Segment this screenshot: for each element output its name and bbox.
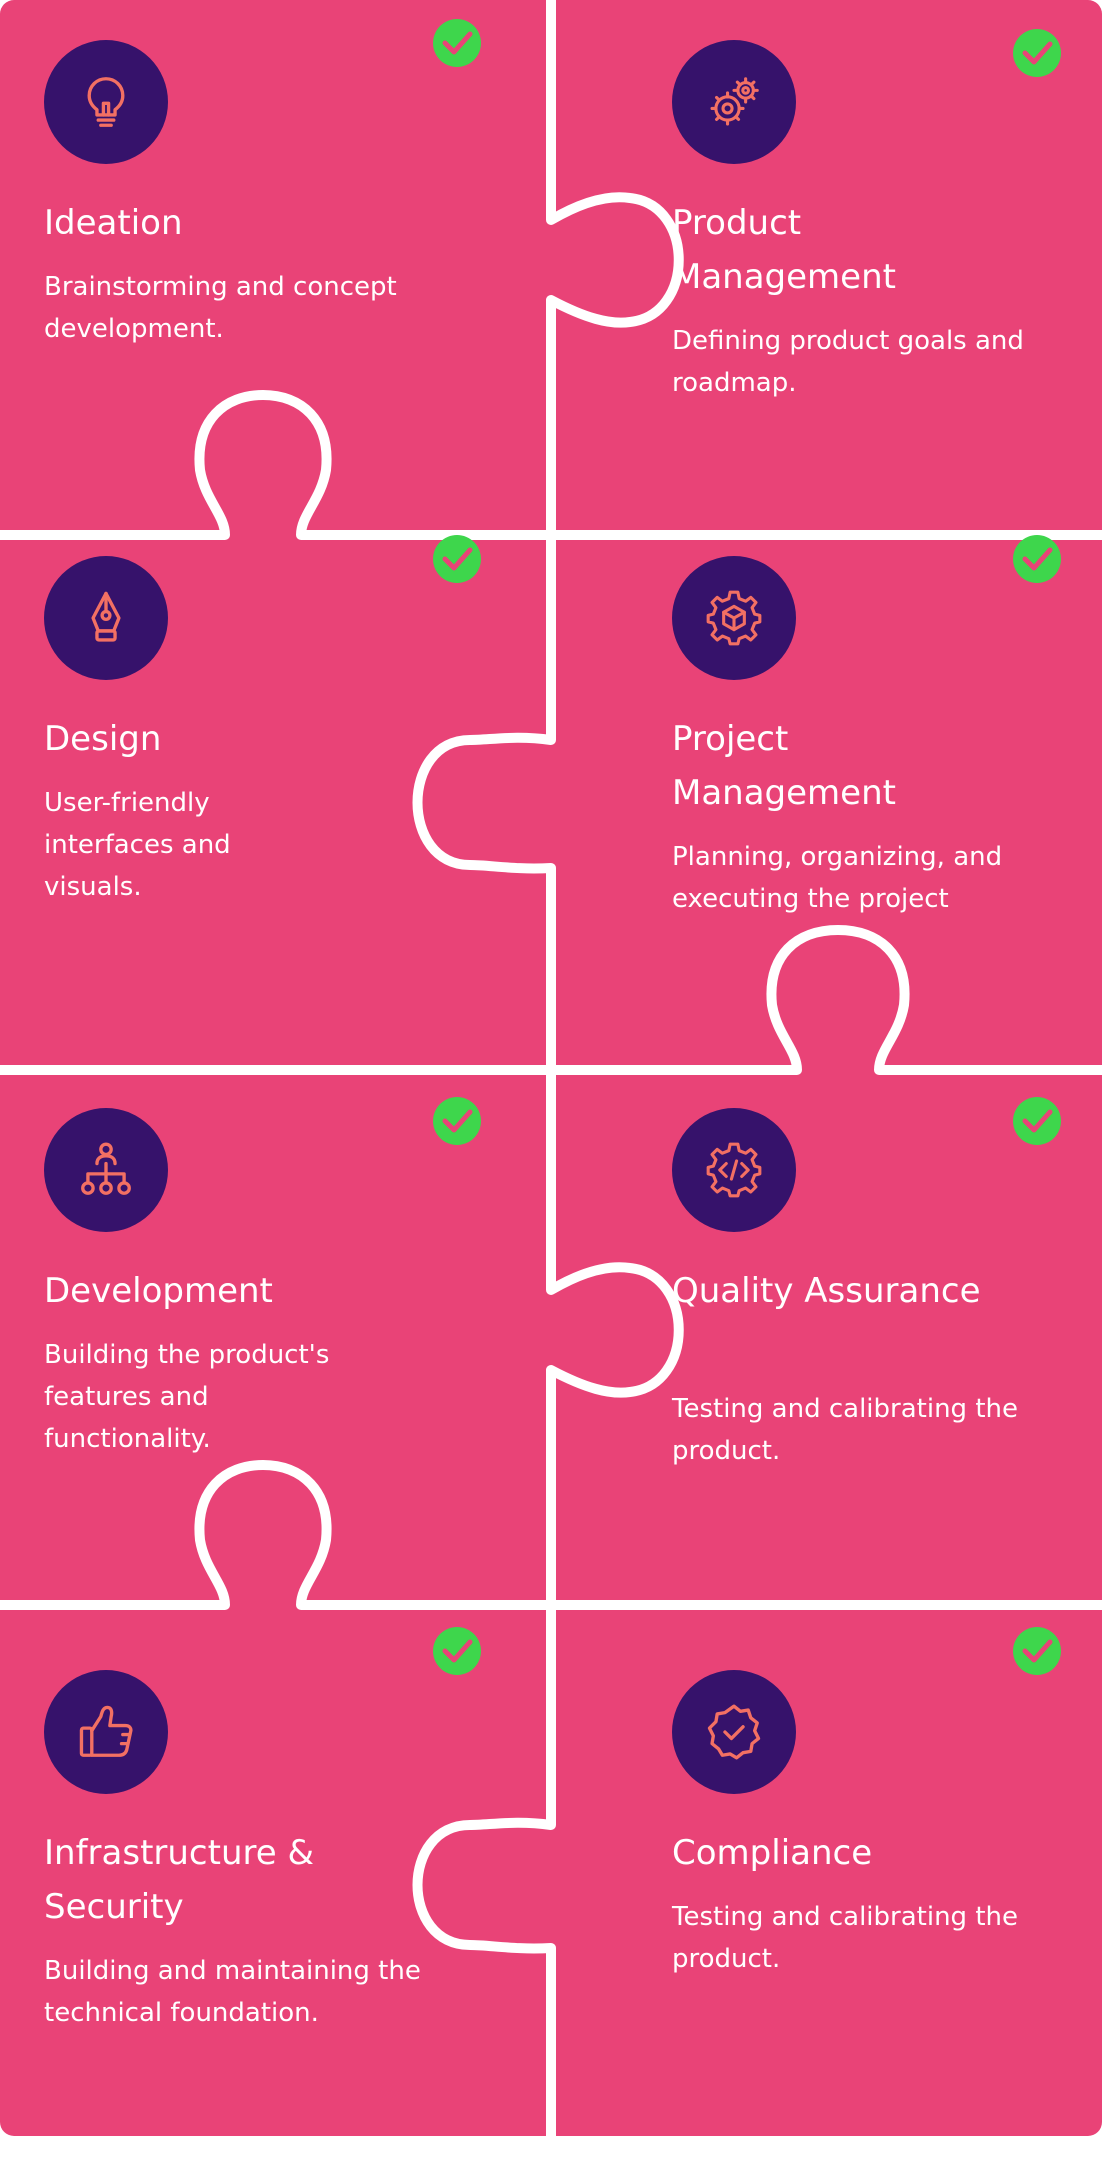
horizontal-seam-2 — [0, 925, 1102, 1075]
icon-badge — [44, 1670, 168, 1794]
tile-development: Development Building the product's featu… — [0, 1068, 545, 1598]
tile-description: Building and maintaining the technical f… — [44, 1956, 421, 2028]
tile-project-management: Project Management Planning, organizing,… — [0, 516, 1102, 1046]
check-icon — [1013, 1627, 1061, 1675]
icon-badge — [672, 1108, 796, 1232]
tile-compliance: Compliance Testing and calibrating the p… — [0, 1627, 1102, 2160]
icon-badge — [672, 1670, 796, 1794]
horizontal-seam-3 — [0, 1460, 1102, 1610]
check-icon — [1013, 29, 1061, 77]
tile-title: Project Management — [672, 719, 896, 813]
tile-description: Brainstorming and concept development. — [44, 272, 397, 344]
tile-description: Planning, organizing, and executing the … — [672, 842, 1003, 914]
gear-code-icon — [706, 1142, 762, 1198]
icon-badge — [44, 1108, 168, 1232]
horizontal-seam-1 — [0, 390, 1102, 540]
tile-infrastructure-security: Infrastructure & Security Building and m… — [0, 1627, 545, 2160]
vertical-seam — [412, 0, 684, 2136]
icon-badge — [672, 40, 796, 164]
tile-quality-assurance: Quality Assurance Testing and calibratin… — [0, 1068, 1102, 1598]
tile-title: Development — [44, 1271, 273, 1311]
icon-badge — [672, 556, 796, 680]
tile-title: Product Management — [672, 203, 896, 297]
pen-nib-icon — [91, 591, 121, 642]
badge-check-icon — [707, 1704, 761, 1760]
gear-cube-icon — [706, 590, 762, 646]
tile-design: Design User-friendly interfaces and visu… — [0, 516, 545, 1046]
icon-badge — [44, 556, 168, 680]
tile-description: User-friendly interfaces and visuals. — [44, 788, 231, 902]
check-icon — [1013, 1097, 1061, 1145]
check-icon — [433, 19, 481, 67]
tile-title: Compliance — [672, 1833, 873, 1873]
tile-title: Infrastructure & Security — [44, 1833, 314, 1927]
tile-description: Testing and calibrating the product. — [672, 1394, 1018, 1466]
check-icon — [433, 535, 481, 583]
tile-description: Defining product goals and roadmap. — [672, 326, 1024, 398]
tile-product-management: Product Management Defining product goal… — [0, 0, 1102, 530]
tile-description: Testing and calibrating the product. — [672, 1902, 1018, 1974]
tile-title: Design — [44, 719, 162, 759]
thumbs-up-icon — [79, 1705, 133, 1757]
lightbulb-icon — [87, 77, 125, 127]
tile-title: Quality Assurance — [672, 1271, 981, 1311]
check-icon — [433, 1627, 481, 1675]
gears-icon — [710, 77, 759, 126]
tile-description: Building the product's features and func… — [44, 1340, 330, 1454]
tile-ideation: Ideation Brainstorming and concept devel… — [0, 0, 545, 530]
tile-title: Ideation — [44, 203, 183, 243]
icon-badge — [44, 40, 168, 164]
hierarchy-icon — [81, 1142, 131, 1195]
check-icon — [1013, 535, 1061, 583]
check-icon — [433, 1097, 481, 1145]
